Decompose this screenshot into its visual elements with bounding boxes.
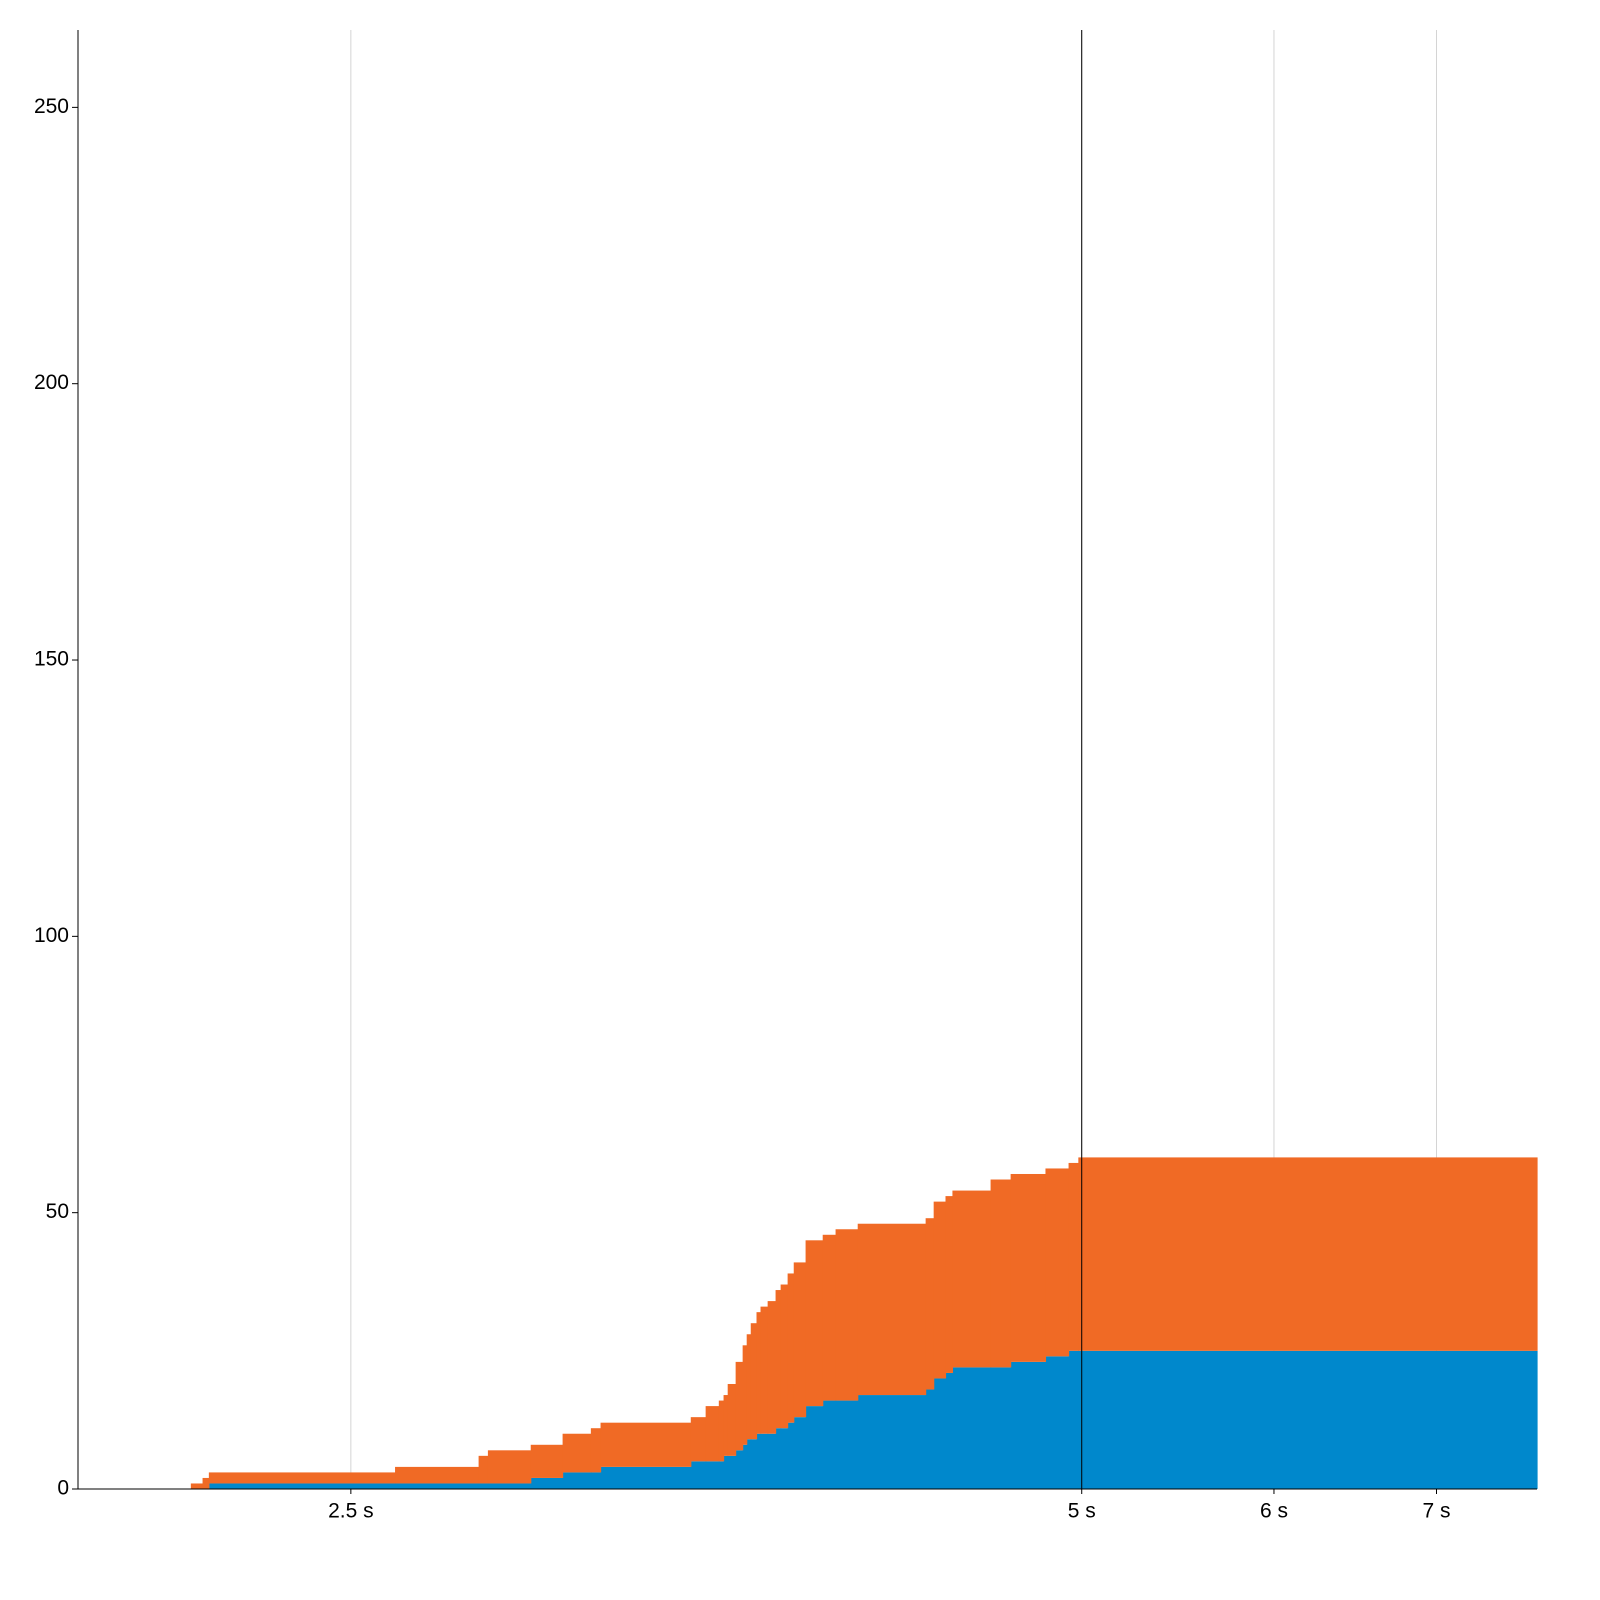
area-step: [487, 1450, 532, 1484]
area-step: [1068, 1350, 1079, 1489]
area-step: [933, 1378, 947, 1489]
x-tick-label: 7 s: [1422, 1500, 1450, 1523]
area-step: [805, 1240, 824, 1407]
area-step: [600, 1466, 692, 1489]
area-step: [750, 1439, 758, 1489]
area-step: [735, 1361, 744, 1451]
area-step: [718, 1461, 725, 1489]
area-step: [395, 1466, 480, 1484]
area-step: [925, 1218, 935, 1390]
area-step: [1045, 1168, 1070, 1357]
area-step: [760, 1306, 769, 1434]
area-step: [945, 1196, 954, 1373]
y-tick-label: 0: [57, 1477, 69, 1500]
area-step: [690, 1461, 707, 1489]
x-tick-label: 2.5 s: [328, 1500, 374, 1523]
area-step: [805, 1406, 824, 1489]
area-step: [1010, 1173, 1047, 1362]
area-step: [562, 1433, 592, 1473]
area-step: [1045, 1356, 1070, 1489]
y-tick-label: 100: [34, 924, 69, 947]
area-step: [705, 1406, 720, 1462]
y-tick-label: 50: [46, 1200, 69, 1223]
y-tick-label: 200: [34, 371, 69, 394]
x-tick-label: 6 s: [1260, 1500, 1288, 1523]
area-step: [735, 1450, 744, 1489]
area-step: [933, 1201, 947, 1379]
area-step: [857, 1395, 927, 1489]
area-step: [775, 1290, 782, 1429]
area-step: [822, 1234, 837, 1401]
area-step: [395, 1483, 480, 1489]
area-step: [1078, 1157, 1538, 1351]
area-step: [742, 1444, 748, 1489]
area-step: [746, 1439, 752, 1489]
area-step: [756, 1312, 762, 1434]
area-step: [822, 1400, 837, 1489]
area-step: [718, 1400, 725, 1462]
area-step: [530, 1444, 564, 1478]
area-step: [990, 1179, 1012, 1368]
area-step: [835, 1229, 859, 1401]
area-step: [780, 1428, 789, 1489]
area-step: [600, 1422, 692, 1467]
area-step: [793, 1417, 807, 1489]
area-step: [1010, 1361, 1047, 1489]
area-step: [590, 1472, 602, 1489]
area-step: [787, 1273, 795, 1423]
area-step: [727, 1455, 737, 1489]
area-step: [723, 1455, 729, 1489]
area-step: [746, 1334, 752, 1440]
area-step: [727, 1383, 737, 1456]
area-step: [202, 1477, 210, 1489]
area-step: [742, 1345, 748, 1445]
area-step: [562, 1472, 592, 1489]
area-step: [787, 1422, 795, 1489]
area-step: [1068, 1162, 1079, 1351]
area-step: [767, 1301, 777, 1434]
area-step: [1078, 1350, 1538, 1489]
area-step: [767, 1433, 777, 1489]
area-step: [952, 1367, 992, 1489]
y-tick-label: 250: [34, 95, 69, 118]
y-tick-label: 150: [34, 648, 69, 671]
area-step: [760, 1433, 769, 1489]
area-step: [530, 1477, 564, 1489]
area-step: [723, 1395, 729, 1456]
area-step: [780, 1284, 789, 1429]
area-step: [775, 1428, 782, 1489]
area-step: [690, 1417, 707, 1462]
area-step: [478, 1483, 489, 1489]
area-step: [590, 1428, 602, 1473]
area-step: [756, 1433, 762, 1489]
area-step: [478, 1455, 489, 1484]
area-step: [990, 1367, 1012, 1489]
area-step: [925, 1389, 935, 1489]
area-step: [952, 1190, 992, 1368]
area-step: [793, 1262, 807, 1418]
area-step: [208, 1472, 396, 1484]
area-step: [857, 1223, 927, 1396]
x-tick-label: 5 s: [1068, 1500, 1096, 1523]
area-step: [487, 1483, 532, 1489]
area-step: [750, 1323, 758, 1440]
area-step: [208, 1483, 396, 1489]
area-step: [945, 1372, 954, 1489]
area-step: [835, 1400, 859, 1489]
area-step: [190, 1483, 204, 1489]
area-step: [705, 1461, 720, 1489]
